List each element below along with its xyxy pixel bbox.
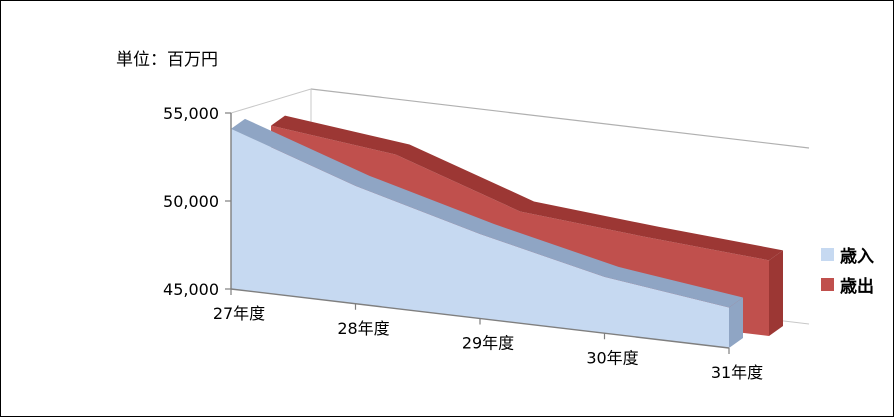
series-1-end-side (769, 250, 783, 336)
legend-swatch-revenue (821, 247, 834, 261)
y-tick-label-0: 55,000 (163, 104, 219, 123)
series-0-end-side (729, 297, 743, 348)
y-tick-label-2: 45,000 (163, 280, 219, 299)
back-wall-top-edge (310, 88, 810, 149)
y-tick-label-1: 50,000 (163, 192, 219, 211)
unit-label: 単位：百万円 (116, 50, 218, 70)
x-tick-label-0: 27年度 (213, 304, 265, 323)
legend-swatch-expenditure (821, 277, 834, 291)
legend-item-revenue: 歳入 (821, 239, 874, 269)
legend: 歳入 歳出 (821, 239, 874, 299)
series-1-top-band (271, 115, 783, 261)
x-tick-label-3: 30年度 (586, 348, 638, 367)
series-0-top-band (231, 118, 743, 308)
legend-item-expenditure: 歳出 (821, 269, 874, 299)
side-wall-top-edge (230, 88, 312, 114)
x-tick-label-2: 29年度 (462, 334, 514, 353)
x-tick-label-1: 28年度 (337, 319, 389, 338)
legend-label-revenue: 歳入 (840, 246, 874, 267)
x-tick-label-4: 31年度 (711, 363, 763, 382)
legend-label-expenditure: 歳出 (840, 276, 874, 297)
series-0-area (231, 128, 729, 348)
